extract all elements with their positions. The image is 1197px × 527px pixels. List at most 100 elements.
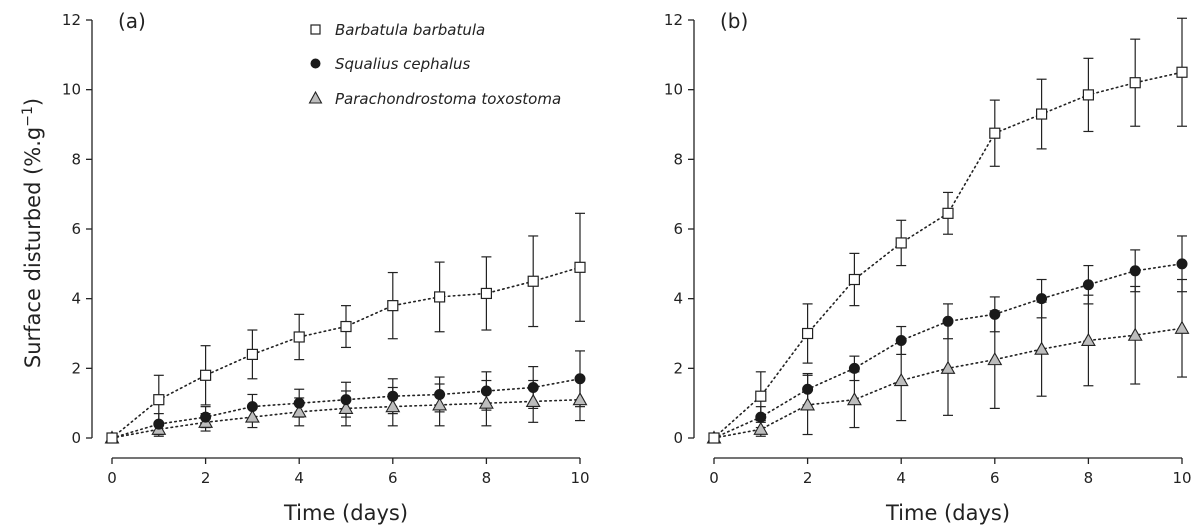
- panel-label-b: (b): [720, 9, 748, 33]
- legend-label-squalius-cephalus: Squalius cephalus: [335, 55, 471, 73]
- data-point-barbatula-barbatula-b: [942, 207, 954, 219]
- legend-label-parachondrostoma-toxostoma: Parachondrostoma toxostoma: [335, 90, 561, 108]
- x-tick-label-b: 6: [990, 469, 1000, 487]
- y-tick-label-a: 6: [71, 220, 81, 238]
- data-point-squalius-cephalus-b: [755, 411, 767, 423]
- y-tick-label-a: 10: [62, 81, 81, 99]
- data-point-parachondrostoma-toxostoma-a: [572, 392, 588, 406]
- data-point-barbatula-barbatula-b: [989, 127, 1001, 139]
- x-tick-label-a: 8: [482, 469, 492, 487]
- series-line-barbatula-barbatula-a: [111, 266, 581, 439]
- x-tick-label-a: 6: [388, 469, 398, 487]
- data-point-barbatula-barbatula-a: [387, 300, 399, 312]
- data-point-squalius-cephalus-b: [848, 362, 860, 374]
- data-point-squalius-cephalus-a: [200, 411, 212, 423]
- data-point-squalius-cephalus-b: [1036, 293, 1048, 305]
- data-point-squalius-cephalus-a: [480, 385, 492, 397]
- data-point-parachondrostoma-toxostoma-b: [893, 372, 909, 387]
- data-point-barbatula-barbatula-b: [755, 390, 767, 402]
- data-point-parachondrostoma-toxostoma-b: [987, 352, 1003, 366]
- x-axis-label-b: Time (days): [885, 501, 1010, 525]
- y-axis-label: Surface disturbed (%.g−1): [20, 98, 45, 368]
- data-point-barbatula-barbatula-a: [434, 291, 446, 303]
- y-axis-label-superscript: −1: [20, 106, 36, 127]
- data-point-barbatula-barbatula-b: [848, 273, 861, 286]
- y-tick-label-b: 10: [664, 81, 683, 99]
- data-point-parachondrostoma-toxostoma-b: [800, 397, 816, 411]
- data-point-squalius-cephalus-a: [153, 418, 165, 430]
- panel-b: 0 2 4 6 8 10 12 0 2 4 6 8 10 Time (days) (b): [664, 9, 1192, 525]
- y-tick-label-a: 12: [62, 11, 81, 29]
- data-point-barbatula-barbatula-b: [1082, 89, 1095, 101]
- legend-marker-barbatula-barbatula: [310, 24, 321, 35]
- series-line-squalius-cephalus-a: [111, 377, 581, 439]
- y-axis-label-text: Surface disturbed (%.g: [21, 127, 45, 368]
- data-point-barbatula-barbatula-b: [708, 432, 720, 444]
- x-tick-label-b: 10: [1172, 469, 1191, 487]
- y-tick-label-b: 12: [664, 11, 683, 29]
- x-tick-label-a: 0: [107, 469, 117, 487]
- data-point-barbatula-barbatula-a: [480, 287, 492, 300]
- data-point-squalius-cephalus-a: [293, 397, 305, 409]
- data-point-barbatula-barbatula-a: [200, 369, 212, 381]
- data-point-squalius-cephalus-a: [246, 401, 258, 413]
- data-point-parachondrostoma-toxostoma-b: [753, 421, 769, 435]
- data-point-barbatula-barbatula-a: [246, 348, 258, 360]
- data-point-squalius-cephalus-a: [527, 381, 539, 393]
- data-point-barbatula-barbatula-a: [153, 394, 165, 406]
- data-point-parachondrostoma-toxostoma-a: [291, 404, 307, 418]
- data-point-barbatula-barbatula-b: [1129, 77, 1141, 89]
- data-point-squalius-cephalus-b: [1129, 265, 1141, 277]
- data-point-squalius-cephalus-a: [340, 394, 352, 406]
- panel-a: 0 2 4 6 8 10 12 0 2 4 6 8 10 Time (days) (a): [62, 9, 590, 525]
- data-point-barbatula-barbatula-b: [1035, 108, 1048, 120]
- y-tick-label-b: 8: [673, 150, 683, 168]
- data-point-squalius-cephalus-b: [802, 383, 814, 395]
- x-tick-label-b: 0: [709, 469, 719, 487]
- x-tick-label-a: 4: [294, 469, 304, 487]
- data-point-squalius-cephalus-b: [1082, 279, 1094, 291]
- y-tick-label-b: 6: [673, 220, 683, 238]
- data-point-barbatula-barbatula-b: [895, 237, 907, 249]
- data-point-parachondrostoma-toxostoma-a: [385, 399, 401, 413]
- x-tick-label-a: 2: [201, 469, 211, 487]
- legend-marker-squalius-cephalus: [310, 58, 321, 69]
- data-point-barbatula-barbatula-b: [1176, 66, 1188, 78]
- y-axis-label-close: ): [21, 98, 45, 106]
- data-point-squalius-cephalus-b: [942, 315, 954, 327]
- data-point-squalius-cephalus-a: [434, 388, 446, 400]
- data-point-parachondrostoma-toxostoma-b: [1127, 327, 1143, 341]
- data-point-squalius-cephalus-b: [1176, 258, 1188, 270]
- y-tick-label-a: 8: [71, 150, 81, 168]
- data-point-barbatula-barbatula-a: [293, 331, 305, 343]
- data-point-parachondrostoma-toxostoma-a: [478, 395, 494, 409]
- x-axis-label-a: Time (days): [283, 501, 408, 525]
- x-tick-label-b: 8: [1084, 469, 1094, 487]
- data-point-parachondrostoma-toxostoma-b: [940, 360, 956, 374]
- y-tick-label-a: 4: [71, 290, 81, 308]
- data-point-barbatula-barbatula-a: [340, 320, 352, 333]
- data-point-parachondrostoma-toxostoma-b: [1034, 341, 1050, 355]
- data-point-squalius-cephalus-b: [989, 308, 1001, 320]
- data-point-parachondrostoma-toxostoma-a: [244, 409, 260, 423]
- data-point-barbatula-barbatula-b: [801, 327, 814, 340]
- legend-marker-parachondrostoma-toxostoma: [308, 90, 323, 104]
- data-point-parachondrostoma-toxostoma-b: [1080, 332, 1096, 347]
- y-tick-label-a: 2: [71, 359, 81, 377]
- data-point-parachondrostoma-toxostoma-b: [1174, 320, 1190, 334]
- x-tick-label-a: 10: [570, 469, 589, 487]
- data-point-parachondrostoma-toxostoma-b: [846, 392, 862, 406]
- panel-label-a: (a): [118, 9, 146, 33]
- y-tick-label-b: 0: [673, 429, 683, 447]
- y-tick-label-b: 4: [673, 290, 683, 308]
- y-tick-label-a: 0: [71, 429, 81, 447]
- data-point-barbatula-barbatula-a: [527, 275, 539, 287]
- data-point-parachondrostoma-toxostoma-a: [525, 393, 541, 407]
- data-point-barbatula-barbatula-a: [574, 261, 586, 273]
- data-point-squalius-cephalus-a: [574, 373, 586, 385]
- legend-label-barbatula-barbatula: Barbatula barbatula: [335, 21, 485, 39]
- x-tick-label-b: 4: [896, 469, 906, 487]
- data-point-barbatula-barbatula-a: [106, 432, 118, 444]
- y-tick-label-b: 2: [673, 359, 683, 377]
